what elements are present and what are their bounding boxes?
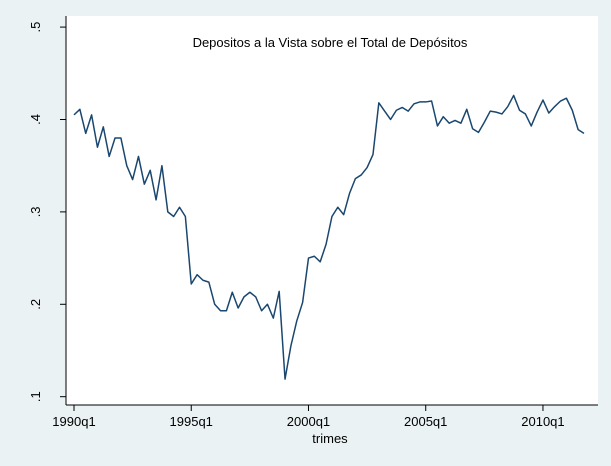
- y-tick-label: .5: [28, 22, 43, 33]
- x-tick-label: 1995q1: [170, 414, 213, 429]
- plot-area: [66, 16, 598, 405]
- x-tick-label: 1990q1: [52, 414, 95, 429]
- y-tick-label: .2: [28, 299, 43, 310]
- y-tick-label: .4: [28, 114, 43, 125]
- chart-title: Depositos a la Vista sobre el Total de D…: [193, 35, 468, 50]
- x-tick-label: 2005q1: [404, 414, 447, 429]
- data-line: [73, 94, 585, 380]
- x-axis-title: trimes: [312, 431, 348, 446]
- x-tick-label: 2000q1: [287, 414, 330, 429]
- y-tick-label: .3: [28, 206, 43, 217]
- x-tick-label: 2010q1: [521, 414, 564, 429]
- y-tick-label: .1: [28, 391, 43, 402]
